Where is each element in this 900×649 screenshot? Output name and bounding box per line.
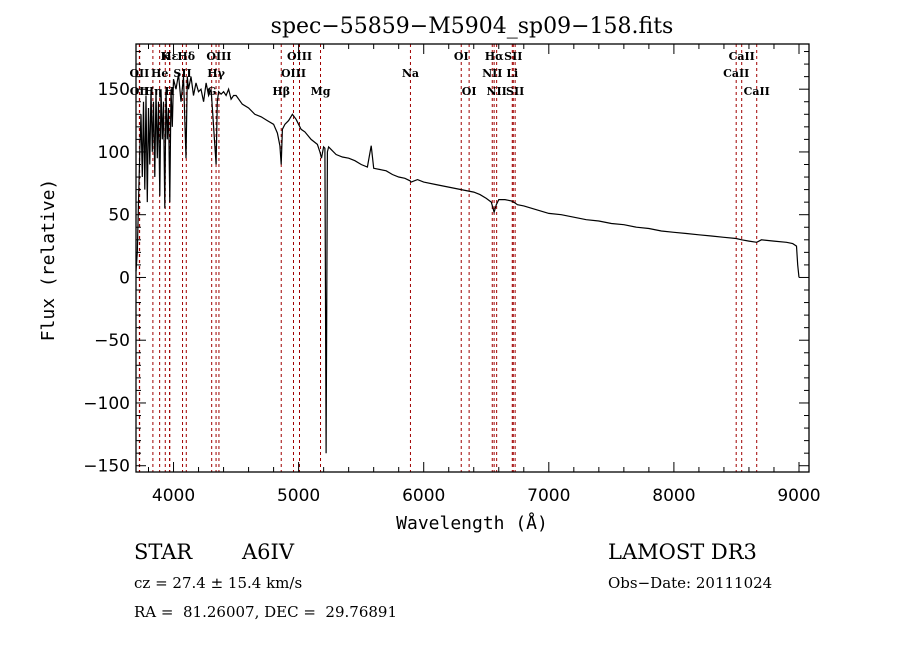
emission-line-label: Hη bbox=[144, 85, 162, 98]
emission-line-label: CaII bbox=[723, 67, 749, 80]
emission-line-label: OIII bbox=[206, 50, 231, 63]
emission-line-label: Hα bbox=[485, 50, 504, 63]
emission-line-label: OII bbox=[130, 85, 150, 98]
emission-line-label: SII bbox=[504, 50, 522, 63]
redshift-text: cz = 27.4 ± 15.4 km/s bbox=[134, 574, 303, 592]
y-tick-label: −150 bbox=[83, 457, 130, 477]
emission-line-label: OI bbox=[454, 50, 469, 63]
x-axis-label: Wavelength (Å) bbox=[396, 512, 548, 534]
emission-line-label: SII bbox=[506, 85, 524, 98]
emission-line-markers bbox=[138, 44, 758, 472]
y-tick-label: 150 bbox=[98, 80, 130, 100]
emission-line-label: NII bbox=[482, 67, 502, 80]
emission-line-label: Na bbox=[402, 67, 419, 80]
emission-line-label: Hδ bbox=[177, 50, 195, 63]
emission-line-label: Hβ bbox=[272, 85, 290, 98]
y-tick-label: 100 bbox=[98, 143, 130, 163]
emission-line-label: NII bbox=[486, 85, 506, 98]
emission-line-label: OI bbox=[462, 85, 477, 98]
emission-line-label: CaII bbox=[744, 85, 770, 98]
y-axis: 150 100 50 0 −50 −100 −150 bbox=[83, 51, 809, 477]
object-class: STAR bbox=[134, 540, 193, 564]
plot-frame bbox=[135, 43, 810, 473]
emission-line-label: K bbox=[160, 50, 170, 63]
emission-line-label: OIII bbox=[287, 50, 312, 63]
x-tick-label: 7000 bbox=[527, 486, 570, 506]
emission-line-label: CaII bbox=[729, 50, 755, 63]
y-tick-label: 0 bbox=[119, 268, 130, 288]
x-tick-label: 5000 bbox=[277, 486, 320, 506]
y-tick-label: −50 bbox=[94, 331, 130, 351]
emission-line-label: Li bbox=[506, 67, 518, 80]
x-axis: 4000 5000 6000 7000 8000 9000 bbox=[148, 44, 821, 506]
x-tick-label: 6000 bbox=[402, 486, 445, 506]
emission-line-label: OII bbox=[129, 67, 149, 80]
y-tick-label: −100 bbox=[83, 394, 130, 414]
spectrum-line bbox=[135, 74, 800, 454]
x-tick-label: 8000 bbox=[652, 486, 695, 506]
emission-line-label: Hγ bbox=[207, 67, 225, 80]
y-axis-label: Flux (relative) bbox=[38, 179, 59, 342]
x-tick-label: 9000 bbox=[777, 486, 820, 506]
emission-line-label: SII bbox=[173, 67, 191, 80]
coordinates: RA = 81.26007, DEC = 29.76891 bbox=[134, 603, 398, 621]
emission-line-label: Mg bbox=[311, 85, 331, 98]
x-tick-label: 4000 bbox=[152, 486, 195, 506]
emission-line-label: H bbox=[164, 85, 174, 98]
obs-date: Obs−Date: 20111024 bbox=[608, 574, 773, 592]
spectrum-series bbox=[135, 74, 800, 454]
object-subclass: A6IV bbox=[242, 540, 294, 564]
y-tick-label: 50 bbox=[108, 206, 130, 226]
emission-line-label: He bbox=[151, 67, 168, 80]
emission-line-label: OIII bbox=[281, 67, 306, 80]
survey-label: LAMOST DR3 bbox=[608, 540, 757, 564]
emission-line-label: Hε bbox=[161, 50, 178, 63]
chart-title: spec−55859−M5904_sp09−158.fits bbox=[271, 14, 674, 39]
